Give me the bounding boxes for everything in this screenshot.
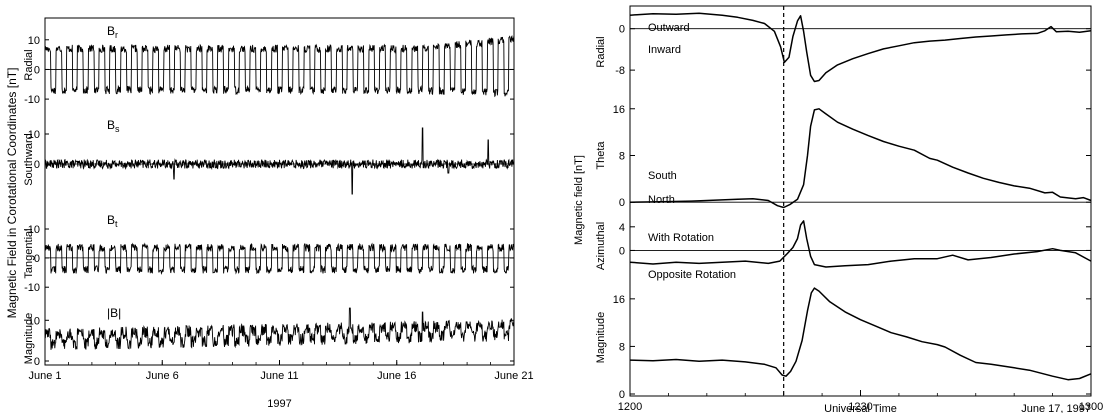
y-tick-label: -10: [24, 224, 40, 236]
y-axis-title: Magnetic field [nT]: [573, 155, 585, 245]
left-panel-br: 10 0 -10 Br Radial: [23, 24, 515, 106]
left-panel-bt: -10 0 -10 Bt Tangential: [23, 213, 515, 294]
series-line-azi: [629, 220, 1092, 268]
y-tick-label: -10: [24, 282, 40, 294]
x-tick-label: 1200: [618, 401, 642, 413]
panel-label-bs: Bs: [107, 118, 120, 134]
y-tick-label: 8: [619, 341, 625, 353]
component-label-bt: Tangential: [23, 228, 35, 278]
y-tick-label: 0: [34, 159, 40, 171]
left-panel-bmag: 10 0 |B| Magnitude: [23, 306, 515, 368]
component-label-br: Radial: [23, 49, 35, 80]
y-tick-label: 0: [619, 245, 625, 257]
component-label-azi: Azimuthal: [595, 222, 607, 270]
y-tick-label: 0: [619, 197, 625, 209]
y-tick-label: 0: [34, 64, 40, 76]
panel-label-br: Br: [107, 24, 118, 40]
component-label-bs: Southward: [23, 133, 35, 186]
date-label: June 17, 1997: [1021, 403, 1091, 413]
y-tick-label: -8: [615, 65, 625, 77]
x-tick-label: June 1: [28, 370, 61, 382]
series-line-rad: [629, 12, 1092, 83]
x-tick-label: 1300: [1079, 401, 1103, 413]
x-tick-label: 1230: [848, 401, 872, 413]
component-label-theta: Theta: [595, 141, 607, 170]
x-tick-label: June 21: [494, 370, 533, 382]
x-tick-label: June 11: [260, 370, 298, 382]
component-label-mag: Magnitude: [595, 312, 607, 363]
y-tick-label: 10: [28, 315, 40, 327]
annotation-azi-1: Opposite Rotation: [648, 269, 736, 281]
series-line-bt: [44, 242, 515, 275]
right-panel-theta: 16 8 0 Theta South North: [595, 104, 1092, 209]
component-label-bmag: Magnitude: [23, 313, 35, 364]
y-tick-label: -10: [24, 94, 40, 106]
series-line-br: [44, 35, 515, 98]
series-line-bmag: [44, 307, 515, 350]
left-chart-one-month-field: 10 0 -10 Br Radial 10 0 Bs Southward -10 0 -10 Bt Tan…: [5, 17, 534, 410]
x-axis-title: Universal Time: [824, 403, 897, 413]
right-panel-azi: 4 0 Azimuthal With Rotation Opposite Rotatio…: [595, 220, 1092, 281]
y-tick-label: 4: [619, 222, 625, 234]
annotation-theta-0: South: [648, 170, 677, 182]
annotation-theta-1: North: [648, 194, 675, 206]
right-chart-event-detail: 0 -8 Radial Outward Inward 16 8 0 Theta South Nort…: [573, 5, 1103, 413]
right-panel-rad: 0 -8 Radial Outward Inward: [595, 12, 1092, 83]
left-panel-bs: 10 0 Bs Southward: [23, 118, 515, 195]
y-tick-label: 0: [619, 24, 625, 36]
y-tick-label: 10: [28, 129, 40, 141]
annotation-rad-0: Outward: [648, 22, 690, 34]
y-tick-label: 0: [619, 389, 625, 401]
y-tick-label: 10: [28, 35, 40, 47]
component-label-rad: Radial: [595, 36, 607, 67]
annotation-rad-1: Inward: [648, 44, 681, 56]
y-tick-label: 16: [613, 294, 625, 306]
y-tick-label: 16: [613, 104, 625, 116]
annotation-azi-0: With Rotation: [648, 232, 714, 244]
y-tick-label: 0: [34, 356, 40, 368]
series-line-mag: [629, 287, 1092, 381]
series-line-bs: [44, 127, 515, 195]
x-tick-label: June 16: [377, 370, 416, 382]
x-axis-title: 1997: [267, 398, 291, 410]
y-axis-title: Magnetic Field in Corotational Coordinat…: [5, 68, 19, 319]
series-line-theta: [629, 108, 1092, 209]
panel-label-bt: Bt: [107, 213, 118, 229]
panel-label-bmag: |B|: [107, 306, 121, 320]
x-tick-label: June 6: [146, 370, 179, 382]
y-tick-label: 8: [619, 151, 625, 163]
y-tick-label: 0: [34, 253, 40, 265]
right-panel-mag: 16 8 0 Magnitude: [595, 287, 1092, 401]
